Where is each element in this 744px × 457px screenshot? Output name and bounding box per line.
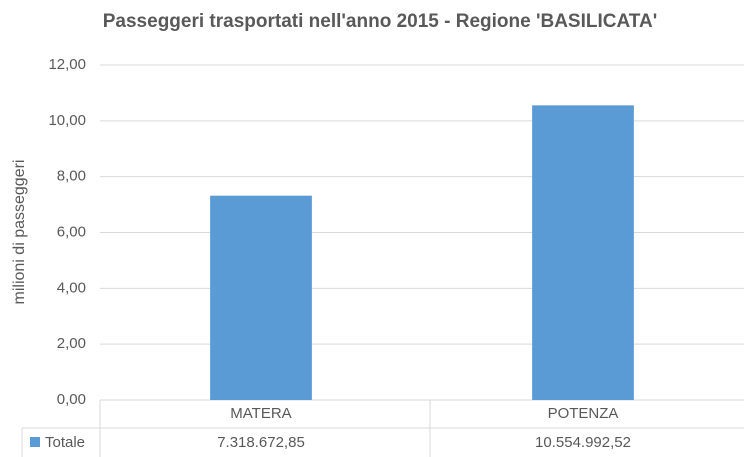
y-tick-label: 0,00 xyxy=(57,391,86,408)
x-tick-label: POTENZA xyxy=(548,405,619,422)
y-tick-label: 4,00 xyxy=(57,279,86,296)
legend-swatch xyxy=(30,437,40,447)
y-tick-label: 2,00 xyxy=(57,335,86,352)
y-tick-label: 8,00 xyxy=(57,168,86,185)
bar xyxy=(532,105,634,401)
chart-title: Passeggeri trasportati nell'anno 2015 - … xyxy=(103,11,657,32)
legend-label: Totale xyxy=(45,434,85,451)
table-value: 10.554.992,52 xyxy=(535,434,631,451)
y-tick-label: 6,00 xyxy=(57,223,86,240)
y-axis-label: milioni di passeggeri xyxy=(11,160,28,305)
data-table xyxy=(21,400,744,457)
table-value: 7.318.672,85 xyxy=(217,434,305,451)
y-tick-label: 12,00 xyxy=(48,56,86,73)
bar xyxy=(210,195,312,400)
y-tick-label: 10,00 xyxy=(48,112,86,129)
x-tick-label: MATERA xyxy=(230,405,291,422)
